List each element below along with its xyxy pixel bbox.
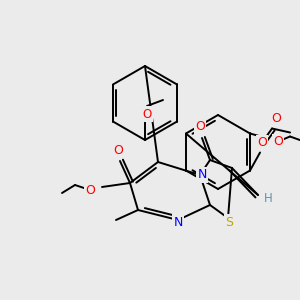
Text: O: O [271, 112, 281, 125]
Text: O: O [257, 136, 267, 149]
Text: O: O [113, 143, 123, 157]
Text: O: O [195, 121, 205, 134]
Text: N: N [173, 215, 183, 229]
Text: S: S [225, 215, 233, 229]
Text: H: H [264, 191, 272, 205]
Text: N: N [197, 169, 207, 182]
Text: O: O [85, 184, 95, 196]
Text: O: O [273, 135, 283, 148]
Text: O: O [142, 107, 152, 121]
